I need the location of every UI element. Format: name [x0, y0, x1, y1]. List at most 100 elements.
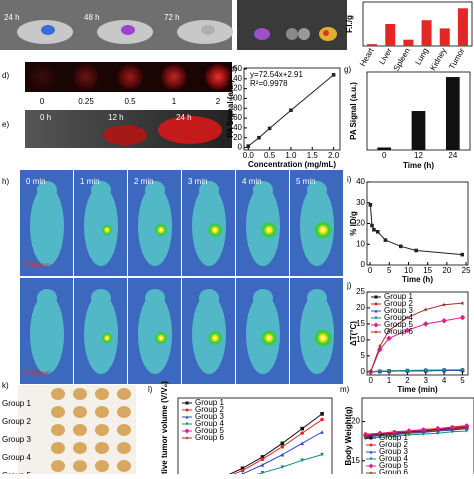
marker [441, 317, 447, 324]
y-axis-label: F.I./g [345, 15, 354, 33]
marker [398, 244, 403, 249]
y-tick-label: 20 [356, 219, 365, 228]
x-tick-label: 20 [442, 266, 451, 275]
marker [441, 302, 447, 307]
label: 5 min [296, 177, 316, 186]
y-tick-label: 10 [356, 335, 365, 344]
marker [464, 425, 469, 430]
x-tick-label: 1 [387, 376, 392, 385]
marker [331, 73, 336, 77]
label: 2 min [134, 177, 154, 186]
x-tick-label: Liver [377, 46, 394, 66]
legend-label: Group 2 [379, 440, 408, 449]
tumor [117, 442, 131, 454]
label: d) [2, 71, 9, 80]
mouse-body [84, 294, 118, 374]
marker [378, 369, 382, 373]
fluorescence [121, 25, 135, 35]
fluorescence [201, 25, 215, 35]
phantom [205, 64, 231, 90]
bar [367, 44, 378, 46]
x-tick-label: 1.5 [307, 151, 319, 160]
hot-spot [154, 223, 168, 237]
mouse-body [30, 294, 64, 374]
mouse-head [199, 181, 219, 199]
marker [368, 369, 373, 374]
marker [464, 429, 469, 433]
tumor [95, 406, 109, 418]
marker [369, 457, 373, 461]
tumor [51, 442, 65, 454]
marker [185, 422, 189, 426]
x-tick-label: Tumor [447, 46, 466, 71]
series-line [219, 419, 323, 479]
label: 48 h [84, 13, 100, 22]
x-tick-label: Kidney [428, 47, 448, 73]
label: 1 min [80, 177, 100, 186]
y-tick-label: 20 [233, 133, 242, 142]
marker [460, 368, 465, 372]
label: Group 1 [2, 399, 31, 408]
tumor [95, 442, 109, 454]
x-tick-label: 0.5 [264, 151, 276, 160]
marker [372, 227, 376, 232]
marker [375, 230, 380, 234]
mouse-head [91, 289, 111, 307]
label: Group 4 [2, 453, 31, 462]
marker [460, 300, 465, 306]
legend-label: Group 1 [379, 433, 408, 442]
mouse-body [84, 186, 118, 266]
marker [368, 463, 374, 469]
plot-frame [361, 397, 474, 479]
hot-spot [207, 330, 223, 346]
mouse-head [253, 181, 273, 199]
legend-label: Group 2 [384, 299, 413, 308]
label: Group 2 [2, 417, 31, 426]
x-tick-label: 0.0 [243, 151, 255, 160]
series-line [365, 428, 467, 438]
y-tick-label: 60 [233, 113, 242, 122]
marker [374, 330, 378, 334]
marker [374, 316, 378, 320]
marker [368, 203, 373, 207]
mouse-head [145, 181, 165, 199]
marker [442, 368, 446, 372]
y-tick-label: 40 [233, 123, 242, 132]
mouse-head [145, 289, 165, 307]
marker [260, 463, 265, 467]
x-axis-label: Time (h) [403, 161, 434, 170]
marker [257, 135, 261, 140]
marker [421, 429, 426, 434]
marker [185, 436, 189, 440]
x-axis-label: Time (h) [402, 275, 433, 284]
x-axis-label: Concentration (mg/mL) [248, 160, 336, 169]
marker [369, 471, 373, 475]
label: 0.25 [78, 97, 94, 106]
marker [185, 401, 189, 405]
x-tick-label: 5 [460, 376, 465, 385]
marker [300, 431, 304, 435]
hot-spot [101, 224, 113, 236]
label: j) [346, 281, 352, 290]
label: 3 min [188, 177, 208, 186]
x-tick-label: 24 [448, 151, 457, 160]
tumor [51, 424, 65, 436]
y-tick-label: 15 [351, 456, 360, 465]
x-tick-label: 5 [387, 266, 392, 275]
marker [260, 457, 265, 462]
marker [383, 238, 388, 242]
plot-frame [177, 397, 333, 479]
plot-frame [366, 181, 469, 266]
legend-label: Group 3 [384, 306, 413, 315]
x-tick-label: 1.0 [285, 151, 297, 160]
y-tick-label: 15 [356, 319, 365, 328]
bar [439, 28, 450, 46]
series-line [226, 431, 323, 479]
x-tick-label: 0 [368, 376, 373, 385]
legend-label: Group 3 [379, 447, 408, 456]
tumor [95, 424, 109, 436]
pa-signal [103, 125, 147, 145]
marker [300, 441, 304, 446]
bar [403, 39, 414, 46]
mouse-body [138, 294, 172, 374]
